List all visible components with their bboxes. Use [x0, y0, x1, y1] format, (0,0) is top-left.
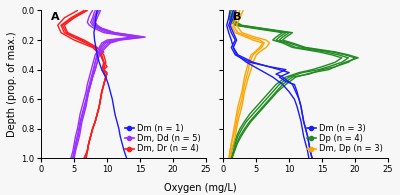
Legend: Dm (n = 1), Dm, Dd (n = 5), Dm, Dr (n = 4): Dm (n = 1), Dm, Dd (n = 5), Dm, Dr (n = …: [122, 121, 204, 157]
Text: Oxygen (mg/L): Oxygen (mg/L): [164, 183, 236, 193]
Y-axis label: Depth (prop. of max.): Depth (prop. of max.): [7, 32, 17, 137]
Text: B: B: [233, 12, 242, 22]
Text: A: A: [51, 12, 60, 22]
Legend: Dm (n = 3), Dp (n = 4), Dm, Dp (n = 3): Dm (n = 3), Dp (n = 4), Dm, Dp (n = 3): [304, 121, 386, 157]
